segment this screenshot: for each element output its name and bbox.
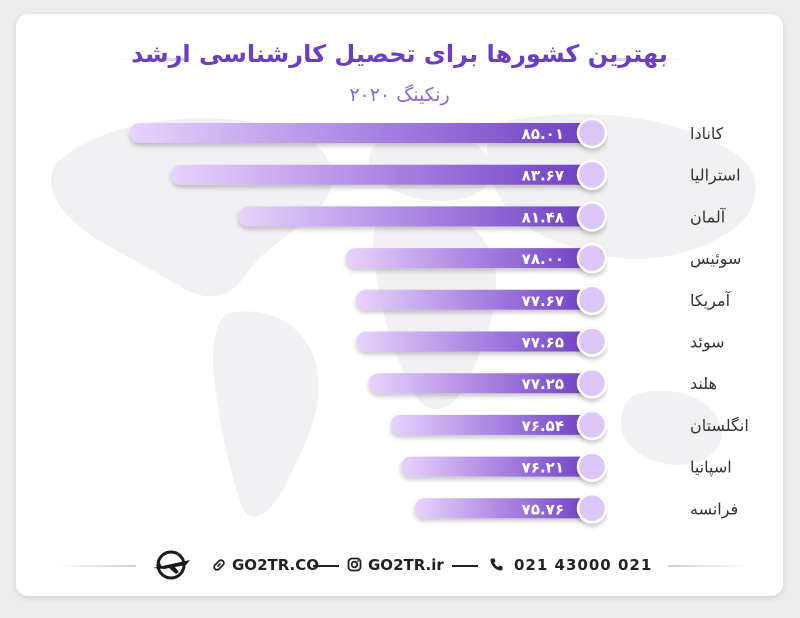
phone-icon [490,558,503,571]
category-label: اسپانیا [690,458,732,478]
data-label: ۷۸.۰۰ [522,250,564,268]
category-label: سوئد [690,333,725,353]
instagram-icon [347,557,362,572]
category-label: استرالیا [690,166,741,186]
instagram-link[interactable]: GO2TR.ir [368,556,444,574]
category-label: فرانسه [690,499,738,519]
bar [238,206,592,227]
bar [390,414,592,435]
footer-decoration-left [56,565,136,567]
data-label: ۷۵.۷۶ [522,500,564,518]
bar [345,248,592,269]
footer-separator [313,565,339,567]
bar-end-knob [576,367,608,399]
bar-end-knob [576,493,608,524]
bar [355,289,592,310]
bar-end-knob [576,284,608,316]
data-label: ۸۳.۶۷ [522,167,564,185]
bar-row: ۷۵.۷۶ فرانسه [414,493,738,524]
chart-title: بهترین کشورها برای تحصیل کارشناسی ارشد [131,40,668,68]
category-label: کانادا [690,124,724,143]
bar-row: ۷۶.۵۴ انگلستان [390,409,749,441]
data-label: ۸۵.۰۱ [522,125,564,143]
category-label: آمریکا [690,291,732,311]
bar-end-knob [576,201,608,232]
data-label: ۷۷.۶۵ [522,334,564,352]
bar-end-knob [576,409,608,441]
phone-number[interactable]: 021 43000 021 [514,556,653,574]
category-label: سوئیس [690,249,741,269]
bar [414,498,592,519]
website-link[interactable]: GO2TR.CO [232,556,320,574]
bar [129,123,592,143]
data-label: ۷۷.۶۷ [522,292,564,310]
category-label: آلمان [690,207,727,226]
data-label: ۷۶.۲۱ [522,459,564,477]
data-label: ۷۶.۵۴ [522,417,564,435]
bar [356,331,592,352]
plane-logo-icon [153,550,190,580]
footer-decoration-right [668,565,748,567]
bar-row: ۷۶.۲۱ اسپانیا [400,451,732,482]
chart-subtitle: رنکینگ ۲۰۲۰ [349,84,450,106]
bar-row: ۷۷.۶۷ آمریکا [355,284,732,316]
bar [368,373,592,394]
bar-row: ۸۳.۶۷ استرالیا [170,159,741,190]
data-label: ۸۱.۴۸ [522,208,564,226]
bar-end-knob [576,159,608,190]
bar-row: ۸۱.۴۸ آلمان [238,201,727,232]
category-label: انگلستان [690,416,749,435]
bar-end-knob [576,117,608,149]
infographic-card: بهترین کشورها برای تحصیل کارشناسی ارشد ر… [16,14,783,596]
bar-row: ۷۷.۶۵ سوئد [356,326,725,357]
title-decoration-left [116,58,186,61]
bar [170,164,592,185]
data-label: ۷۷.۲۵ [522,375,564,393]
bar-row: ۷۸.۰۰ سوئیس [345,242,741,274]
bar-row: ۸۵.۰۱ کانادا [129,117,724,149]
link-icon [213,559,225,571]
bar-row: ۷۷.۲۵ هلند [368,367,717,399]
bar-end-knob [576,242,608,274]
bar-end-knob [576,326,608,357]
bar-chart: ۸۵.۰۱ کانادا ۸۳.۶۷ استرالیا ۸۱.۴۸ آلمان ۷۸.۰۰ س… [129,117,749,524]
footer-separator [452,565,478,567]
category-label: هلند [690,374,717,393]
bar [400,456,592,477]
bar-end-knob [576,451,608,482]
footer: GO2TR.CO GO2TR.ir 021 43000 021 [16,550,783,580]
